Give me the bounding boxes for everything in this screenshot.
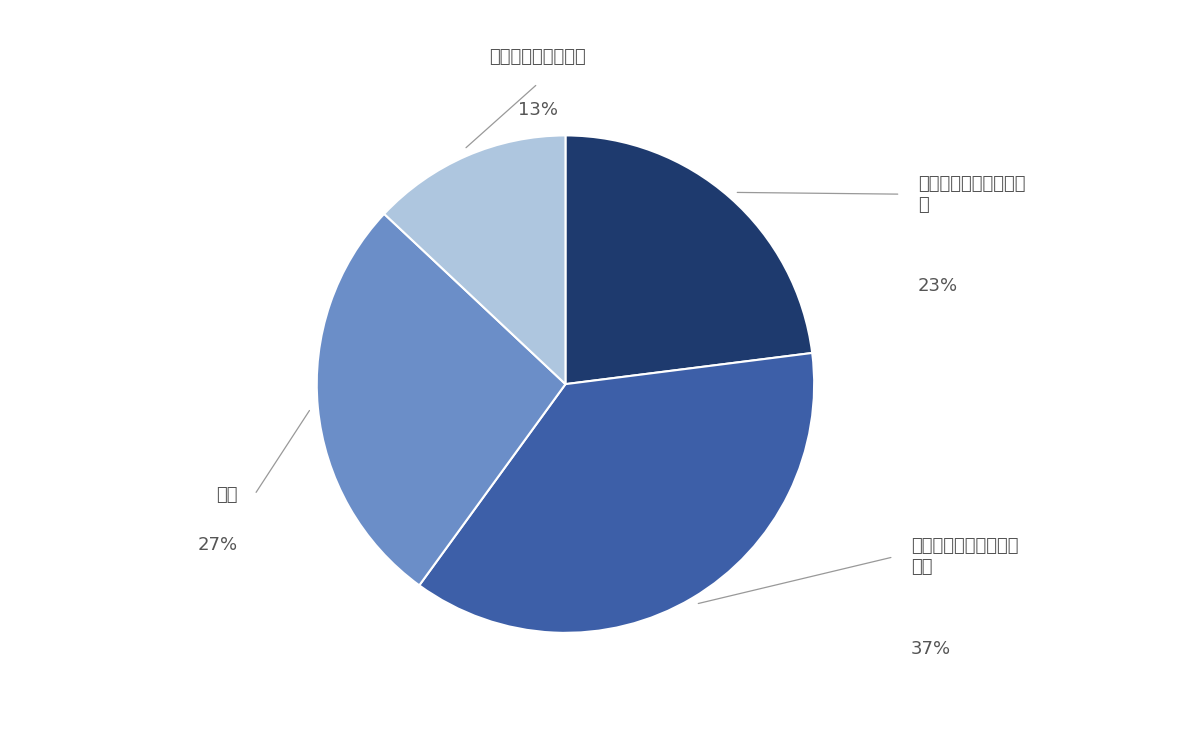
Text: 37%: 37%: [911, 640, 952, 658]
Text: 23%: 23%: [918, 277, 958, 295]
Text: 27%: 27%: [197, 536, 238, 554]
Text: 不倫相手の方が予算が
高い: 不倫相手の方が予算が 高い: [911, 538, 1019, 576]
Text: 同じ: 同じ: [216, 486, 238, 504]
Text: 配偶者の方が予算が高
い: 配偶者の方が予算が高 い: [918, 175, 1025, 213]
Wedge shape: [419, 353, 814, 633]
Wedge shape: [317, 214, 565, 585]
Text: どちらにもあげない: どちらにもあげない: [490, 48, 586, 66]
Text: 13%: 13%: [518, 101, 558, 119]
Wedge shape: [565, 135, 812, 384]
Wedge shape: [384, 135, 565, 384]
